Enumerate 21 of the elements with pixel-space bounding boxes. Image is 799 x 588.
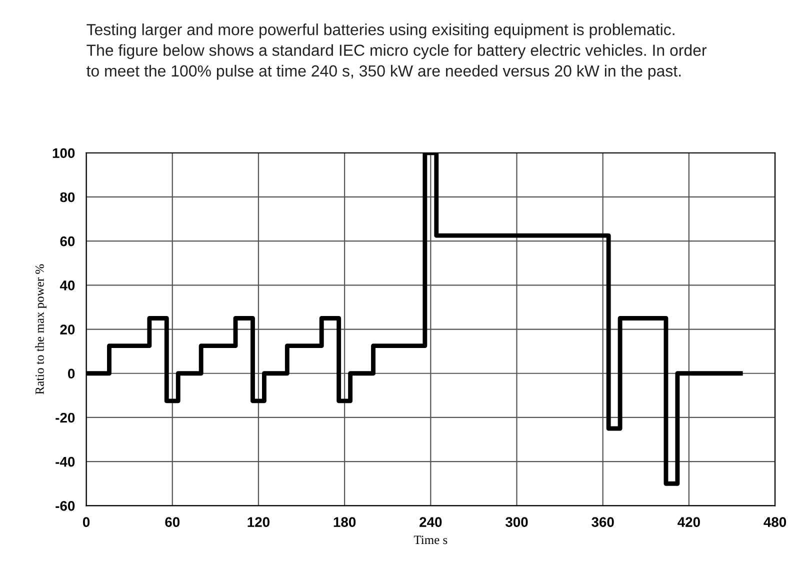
y-tick-label: -20 (56, 412, 75, 423)
x-tick-label: 60 (165, 517, 180, 527)
y-tick-label: 100 (52, 148, 75, 158)
chart-title: Testing larger and more powerful batteries using exisiting equipment is problematic. The figure below shows a standard IEC micro cycle for battery electric vehicles. In order to meet the 100% pulse at time 240 s, 350 kW are needed versus 20 kW in the past. (86, 24, 707, 80)
y-axis-title: Ratio to the max power % (35, 264, 46, 394)
y-tick-label: -40 (56, 456, 75, 467)
y-tick-label: -60 (56, 501, 75, 511)
x-tick-label: 360 (592, 517, 614, 528)
y-tick-label: 40 (60, 280, 75, 290)
x-tick-label: 0 (82, 517, 90, 527)
y-tick-label: 0 (68, 368, 75, 379)
y-tick-label: 20 (60, 324, 75, 334)
y-tick-label: 80 (60, 192, 75, 202)
x-tick-label: 300 (505, 517, 528, 528)
y-tick-label: 60 (60, 236, 75, 246)
x-tick-label: 420 (678, 517, 700, 527)
x-tick-label: 240 (420, 517, 442, 527)
x-tick-label: 180 (334, 517, 356, 527)
x-axis-title: Time s (414, 536, 448, 544)
x-tick-label: 120 (248, 517, 270, 527)
x-tick-label: 480 (764, 517, 786, 527)
